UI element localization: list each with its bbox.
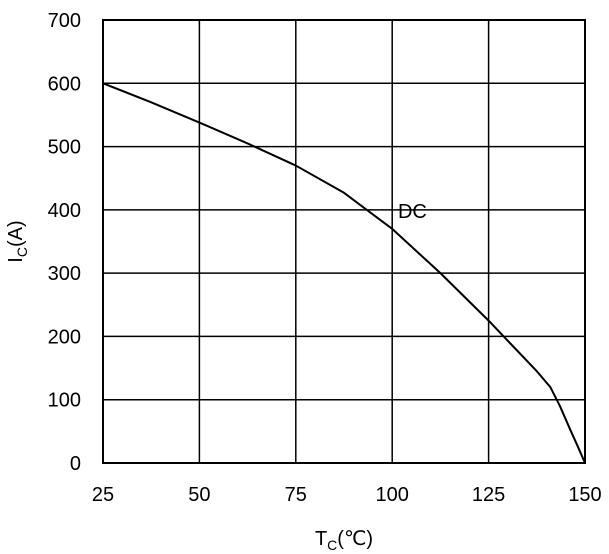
- y-tick-label: 0: [70, 453, 81, 475]
- y-axis-label-main: I: [5, 257, 27, 263]
- y-tick-label: 500: [48, 137, 81, 159]
- y-tick-label: 300: [48, 263, 81, 285]
- series-line-dc: [102, 82, 586, 464]
- y-axis-label-unit: (A): [5, 220, 27, 247]
- x-tick-label: 150: [568, 484, 601, 506]
- y-tick-label: 100: [48, 390, 81, 412]
- x-axis-label: TC(℃): [315, 528, 373, 553]
- y-tick-label: 400: [48, 200, 81, 222]
- x-tick-label: 25: [92, 484, 114, 506]
- plot-frame: [102, 19, 586, 464]
- y-axis-label-sub: C: [14, 247, 30, 257]
- series: [102, 82, 586, 464]
- y-tick-label: 600: [48, 73, 81, 95]
- x-tick-label: 125: [472, 484, 505, 506]
- x-tick-label: 50: [188, 484, 210, 506]
- y-tick-label: 700: [48, 10, 81, 32]
- x-tick-label: 75: [285, 484, 307, 506]
- y-axis-label: IC(A): [5, 220, 30, 262]
- x-axis-label-unit: (℃): [337, 528, 373, 550]
- y-tick-label: 200: [48, 326, 81, 348]
- series-label: DC: [398, 201, 427, 223]
- x-axis-label-sub: C: [327, 537, 337, 553]
- grid: [103, 20, 585, 463]
- x-tick-label: 100: [376, 484, 409, 506]
- ticks: 25 50 75 100 125 150 0 100 200 300 400 500 600 700: [48, 10, 602, 506]
- annotations: DC: [398, 201, 427, 223]
- x-axis-label-main: T: [315, 528, 327, 550]
